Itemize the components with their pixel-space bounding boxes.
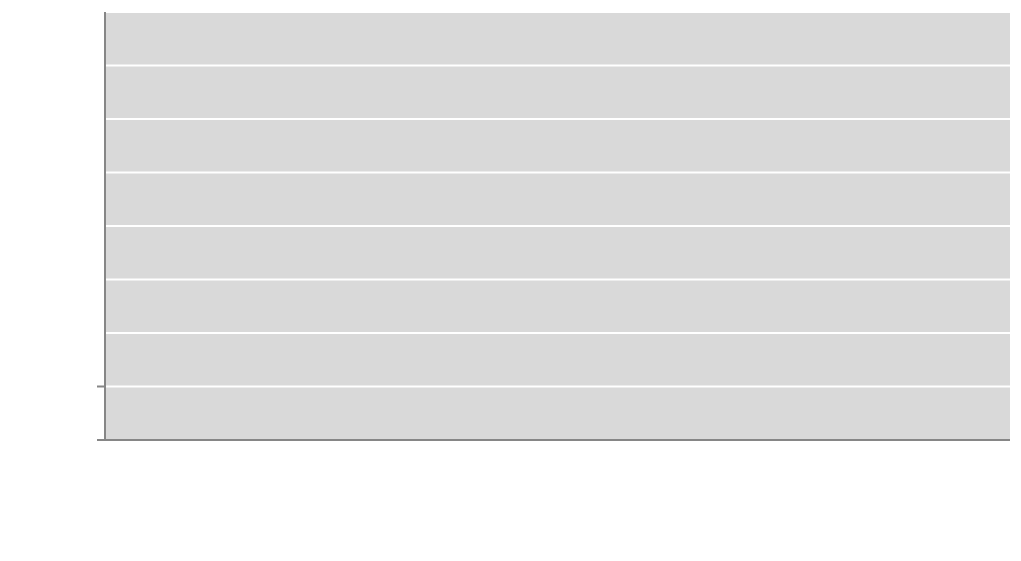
chart-container (0, 0, 1021, 561)
line-chart (0, 0, 1021, 561)
